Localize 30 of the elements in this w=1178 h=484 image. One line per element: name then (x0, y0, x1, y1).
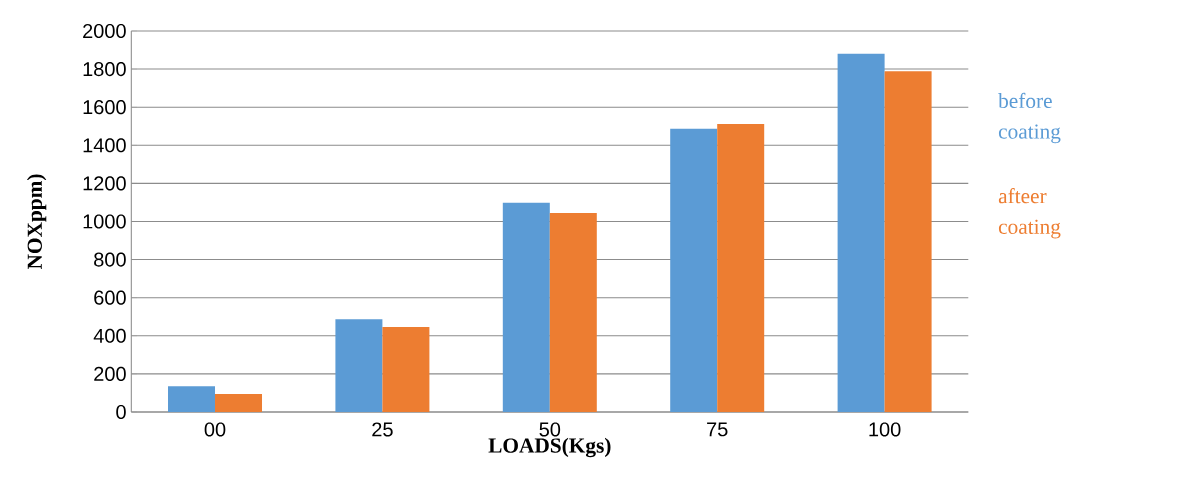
x-axis-title: LOADS(Kgs) (488, 437, 611, 458)
y-tick-label: 1800 (83, 62, 126, 77)
y-tick-label: 200 (94, 366, 126, 381)
text: before coating (998, 92, 1061, 144)
bar (382, 327, 430, 412)
y-tick-label: 1400 (83, 138, 126, 153)
text: afteer coating (998, 188, 1061, 239)
y-tick-label: 1000 (83, 214, 126, 229)
bar (502, 202, 550, 412)
y-axis-title: NOXppm) (26, 174, 47, 270)
x-tick-label: 50 (539, 422, 561, 437)
y-tick-label: 1200 (83, 176, 126, 191)
bar (168, 386, 216, 412)
y-tick-label: 2000 (83, 23, 126, 39)
bar (549, 212, 597, 412)
y-tick-label: 400 (93, 328, 126, 343)
bar (884, 71, 932, 412)
bar (670, 128, 718, 412)
y-tick-label: 800 (94, 252, 126, 267)
y-tick-label: 600 (94, 290, 126, 305)
x-tick-label: 25 (372, 422, 393, 437)
bar (837, 53, 885, 412)
x-tick-label: 75 (707, 422, 728, 437)
y-tick-label: 0 (116, 404, 126, 420)
bar (215, 394, 263, 412)
bar (717, 123, 765, 412)
y-tick-label: 1600 (83, 100, 126, 115)
x-tick-label: 00 (204, 422, 226, 437)
bar (335, 319, 383, 412)
x-tick-label: 100 (869, 422, 901, 437)
